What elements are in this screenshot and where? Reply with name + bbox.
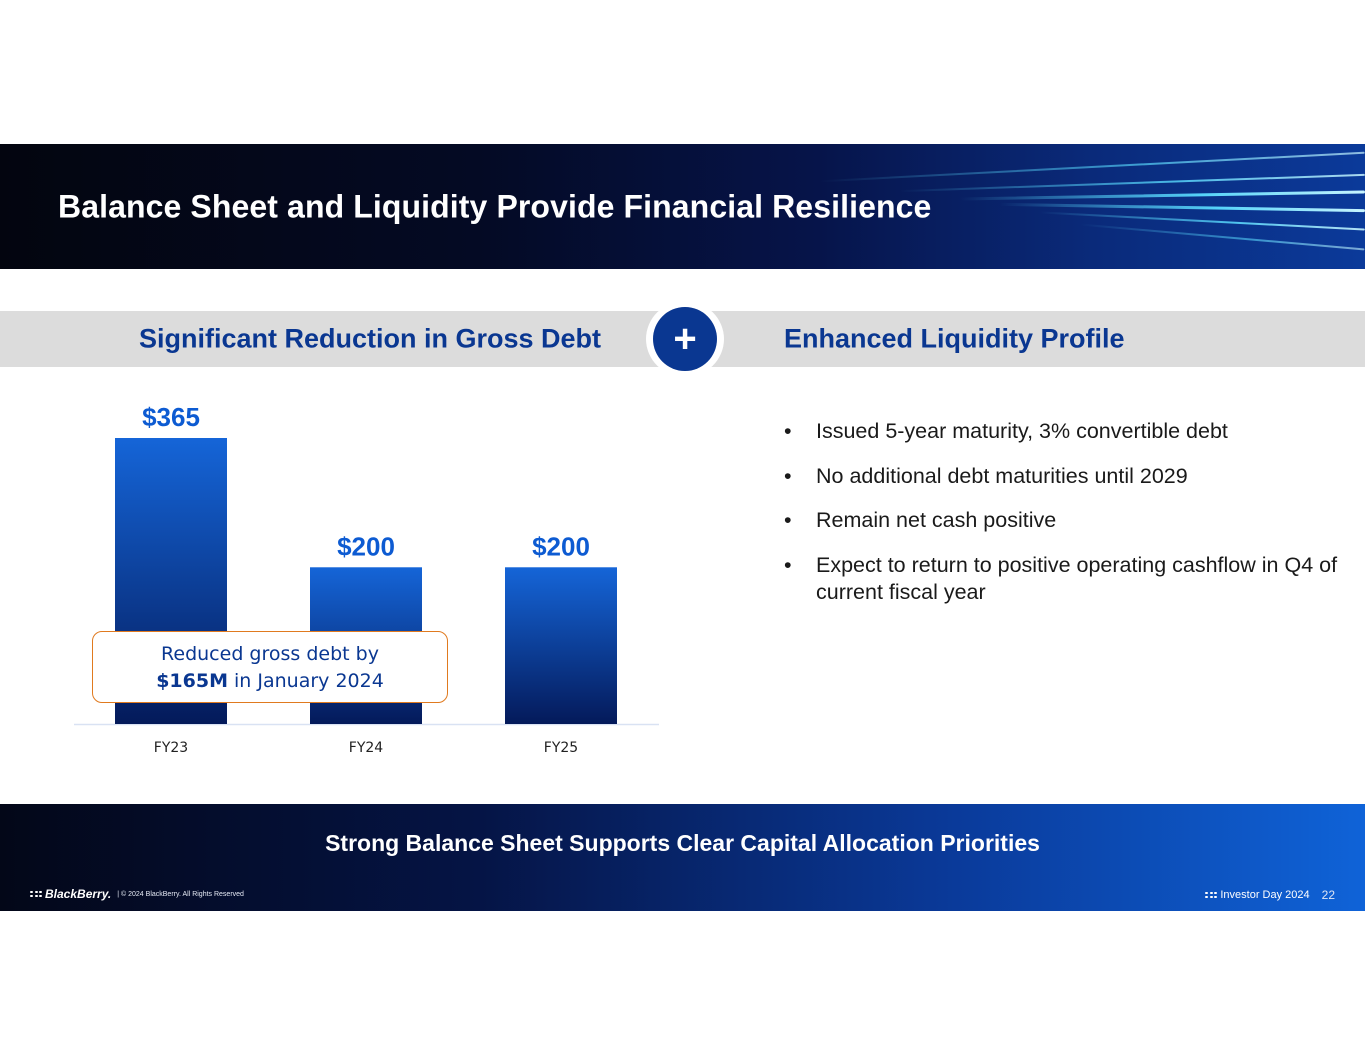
bullet-item: • Remain net cash positive — [784, 507, 1344, 534]
footer-tagline: Strong Balance Sheet Supports Clear Capi… — [325, 830, 1040, 856]
bullet-dot: • — [784, 463, 792, 488]
light-streak — [900, 173, 1365, 193]
page-title: Balance Sheet and Liquidity Provide Fina… — [58, 188, 932, 225]
callout-line-1: Reduced gross debt by — [161, 643, 379, 665]
right-section-title: Enhanced Liquidity Profile — [784, 323, 1125, 354]
bullet-text: Issued 5-year maturity, 3% convertible d… — [816, 419, 1228, 443]
data-label-fy24: $200 — [337, 531, 395, 561]
bullet-dot: • — [784, 552, 792, 577]
callout-line-2: $165M in January 2024 — [93, 668, 447, 695]
event-name: Investor Day 2024 — [1220, 889, 1310, 901]
footer-band: Strong Balance Sheet Supports Clear Capi… — [0, 804, 1365, 911]
copyright-text: | © 2024 BlackBerry. All Rights Reserved — [117, 890, 244, 898]
light-streak — [1040, 211, 1365, 231]
x-tick-label: FY25 — [544, 740, 578, 756]
bullet-text: Remain net cash positive — [816, 508, 1057, 532]
bullet-text: No additional debt maturities until 2029 — [816, 463, 1188, 488]
left-section-title: Significant Reduction in Gross Debt — [139, 323, 602, 354]
liquidity-bullet-list: • Issued 5-year maturity, 3% convertible … — [784, 418, 1344, 623]
header-band: Balance Sheet and Liquidity Provide Fina… — [0, 144, 1365, 269]
bullet-text: Expect to return to positive operating c… — [816, 552, 1338, 604]
data-label-fy23: $365 — [142, 402, 200, 432]
data-label-fy25: $200 — [532, 531, 590, 561]
bullet-item: • No additional debt maturities until 202… — [784, 463, 1344, 490]
brand-name: BlackBerry. — [45, 887, 112, 901]
gross-debt-bar-chart: $365 $200 $200 FY23 FY24 FY25 — [74, 402, 659, 756]
bullet-dot: • — [784, 508, 792, 532]
bullet-item: • Expect to return to positive operating … — [784, 552, 1344, 606]
x-tick-label: FY23 — [154, 740, 188, 756]
x-tick-label: FY24 — [349, 740, 384, 756]
debt-reduction-callout: Reduced gross debt by $165M in January 2… — [92, 631, 448, 703]
blackberry-mark-icon — [1205, 891, 1218, 899]
light-streak — [960, 190, 1365, 201]
blackberry-mark-icon — [30, 890, 42, 898]
event-label: Investor Day 2024 22 — [1205, 888, 1335, 902]
light-streak — [1000, 202, 1365, 213]
blackberry-logo: BlackBerry. | © 2024 BlackBerry. All Rig… — [30, 887, 244, 901]
bullet-item: • Issued 5-year maturity, 3% convertible … — [784, 418, 1344, 445]
page-number: 22 — [1321, 888, 1335, 902]
bullet-dot: • — [784, 419, 792, 443]
plus-icon: + — [653, 307, 717, 371]
callout-amount: $165M — [156, 670, 228, 692]
bar-fy25 — [505, 567, 617, 724]
callout-date: in January 2024 — [227, 670, 384, 692]
